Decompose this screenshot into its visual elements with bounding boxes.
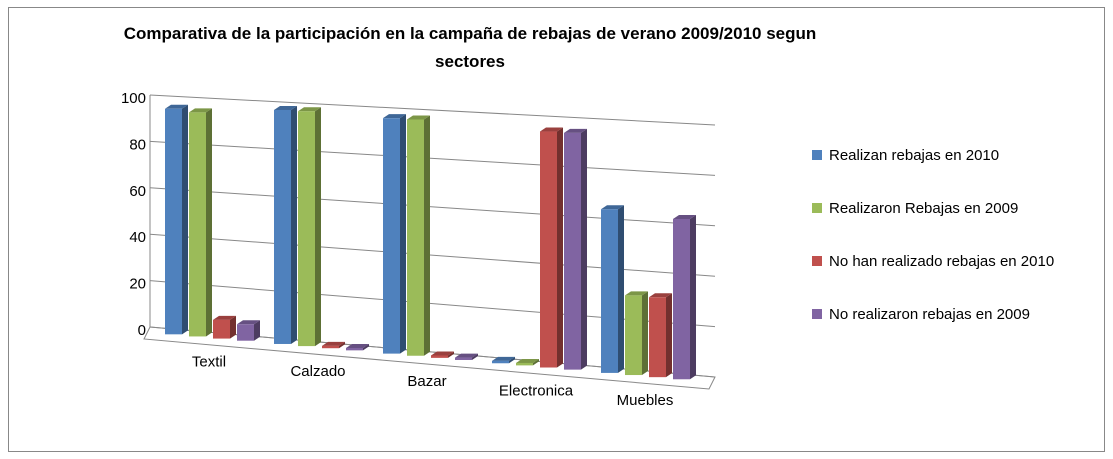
bar-side [363, 343, 369, 351]
x-tick-label: Muebles [617, 392, 674, 409]
bar-top [213, 315, 236, 320]
bar-side [291, 105, 297, 344]
bar-top [455, 353, 478, 358]
x-tick-label: Electronica [499, 382, 574, 399]
bar-top [516, 358, 539, 363]
bar-top [383, 114, 406, 119]
y-tick-label: 20 [129, 276, 146, 293]
bar [455, 357, 472, 360]
bar-side [533, 358, 539, 366]
x-tick-label: Textil [192, 354, 226, 371]
bar-side [339, 341, 345, 349]
bar-top [407, 115, 430, 120]
bar-top [274, 105, 297, 110]
x-tick-label: Bazar [407, 373, 446, 390]
legend-swatch [812, 256, 822, 266]
legend-label: No han realizado rebajas en 2010 [829, 253, 1054, 270]
bar [492, 360, 509, 364]
grid-line [149, 140, 716, 176]
bar-side [254, 320, 260, 341]
legend-label: Realizan rebajas en 2010 [829, 147, 999, 164]
bar-side [557, 127, 563, 368]
bar-side [206, 108, 212, 337]
chart-title: Comparativa de la participación en la ca… [123, 24, 817, 71]
bar-side [642, 291, 648, 376]
y-tick-label: 40 [129, 229, 146, 246]
bar-top [431, 351, 454, 356]
bar-side [690, 214, 696, 380]
bar-top [673, 214, 696, 219]
bar [165, 108, 182, 335]
bar [322, 345, 339, 349]
x-tick-label: Calzado [290, 363, 345, 380]
bar-top [564, 128, 587, 133]
y-tick-label: 80 [129, 136, 146, 153]
bar [625, 295, 642, 376]
bar-side [581, 128, 587, 370]
bar [383, 118, 400, 354]
legend-swatch [812, 309, 822, 319]
legend-label: Realizaron Rebajas en 2009 [829, 200, 1018, 217]
bar-top [298, 107, 321, 112]
bar [649, 297, 666, 378]
bar-side [230, 315, 236, 339]
bar-top [540, 127, 563, 132]
y-tick-label: 0 [138, 322, 146, 339]
grid-line [149, 94, 716, 126]
y-tick-label: 60 [129, 183, 146, 200]
y-tick-label: 100 [121, 90, 146, 107]
legend-swatch [812, 150, 822, 160]
bar [516, 362, 533, 366]
bar [346, 347, 363, 351]
bar [213, 319, 230, 339]
bar-top [346, 343, 369, 348]
bar-side [618, 205, 624, 373]
bar [237, 324, 254, 341]
bar-top [601, 205, 624, 210]
bar-side [400, 114, 406, 354]
bar [601, 209, 618, 373]
bar [673, 218, 690, 380]
bar-top [237, 320, 260, 325]
bar-side [666, 293, 672, 378]
legend-label: No realizaron rebajas en 2009 [829, 306, 1030, 323]
bar [564, 132, 581, 370]
bar-top [322, 341, 345, 346]
bar-top [649, 293, 672, 298]
legend-swatch [812, 203, 822, 213]
bar [407, 119, 424, 356]
bar [540, 131, 557, 368]
bar [274, 109, 291, 344]
bar-side [424, 115, 430, 356]
bar-side [182, 104, 188, 335]
bar-top [492, 356, 515, 361]
bar-side [315, 107, 321, 347]
bar [298, 111, 315, 347]
bar-side [472, 353, 478, 360]
bar [431, 355, 448, 358]
bar [189, 112, 206, 337]
bar-top [189, 108, 212, 113]
bar-top [625, 291, 648, 296]
bar-side [509, 356, 515, 364]
bar-side [448, 351, 454, 358]
bar-top [165, 104, 188, 109]
